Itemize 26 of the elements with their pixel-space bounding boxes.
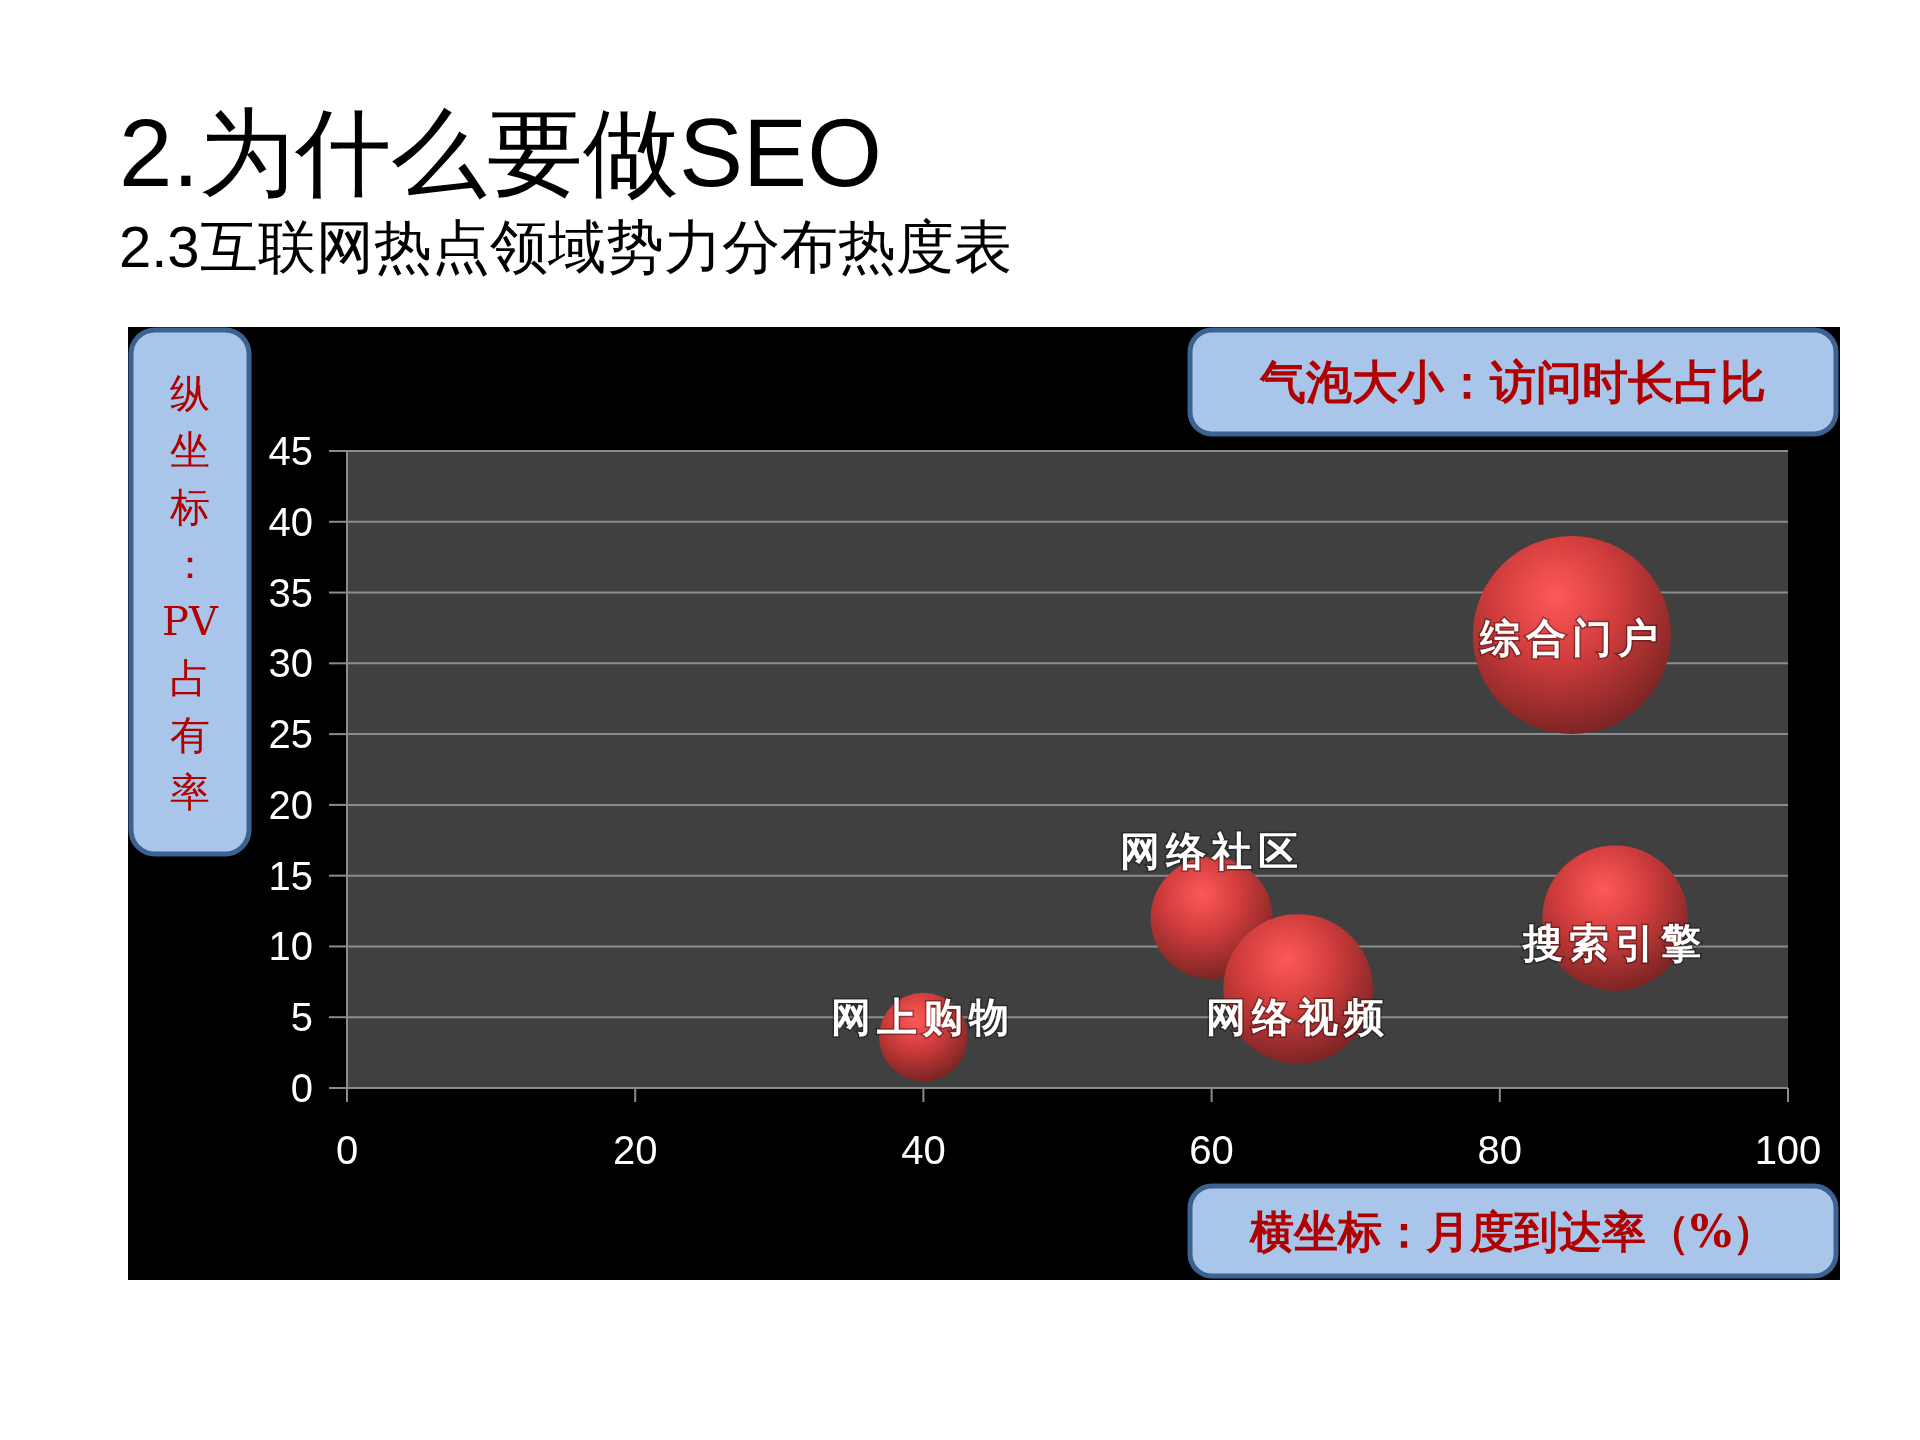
series-label: 综合门户 [1478, 613, 1664, 661]
y-tick-label: 30 [268, 641, 313, 686]
y-tick-label: 10 [268, 924, 313, 969]
y-tick-label: 45 [268, 429, 313, 473]
y-tick-label: 0 [290, 1066, 313, 1110]
x-tick-label: 80 [1477, 1128, 1523, 1172]
y-axis-title: 纵坐标：PV占有率 [162, 369, 220, 815]
y-tick-label: 20 [268, 782, 313, 827]
text: 气泡大小：访问时长占比 [1259, 355, 1766, 409]
x-axis-title: 横坐标：月度到达率（%） [1249, 1205, 1776, 1257]
y-tick-label: 35 [268, 570, 313, 615]
y-tick-label: 15 [268, 853, 313, 898]
chart-subtitle: 2.3互联网热点领域势力分布热度表 [119, 214, 1012, 279]
x-tick-label: 60 [1189, 1128, 1234, 1172]
chart-title: 2.为什么要做SEO [119, 99, 882, 206]
y-tick-label: 40 [268, 499, 313, 544]
series-label: 网络社区 [1119, 826, 1304, 874]
x-tick-label: 20 [612, 1128, 658, 1172]
series-label: 网络视频 [1206, 993, 1391, 1041]
x-tick-label: 100 [1754, 1128, 1822, 1172]
series-label: 搜索引擎 [1521, 918, 1708, 966]
y-tick-label: 5 [290, 995, 313, 1040]
x-tick-label: 0 [335, 1128, 359, 1172]
series-label: 网上购物 [831, 992, 1016, 1040]
y-tick-label: 25 [268, 712, 313, 757]
x-tick-label: 40 [901, 1128, 946, 1172]
